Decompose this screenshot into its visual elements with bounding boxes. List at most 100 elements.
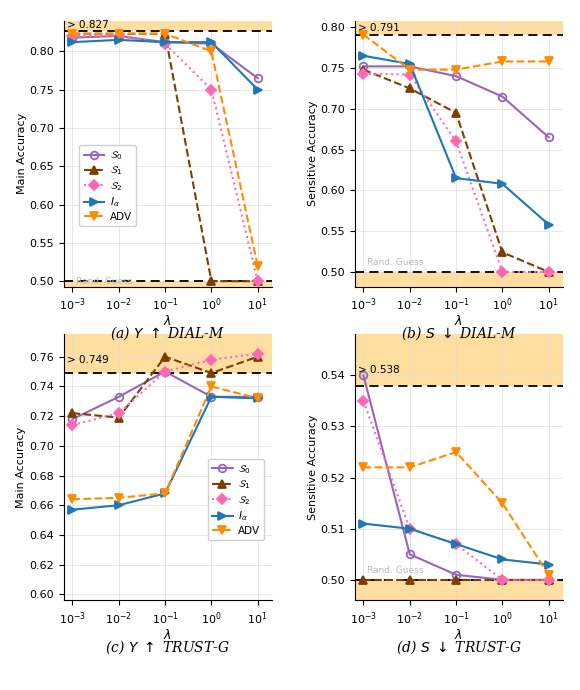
$\mathcal{S}_2$ [406, 524, 413, 533]
$\mathcal{S}_1$ [69, 409, 76, 417]
$\mathcal{S}_2$ [254, 277, 261, 286]
$\mathcal{S}_1$ [254, 353, 261, 361]
$\mathcal{S}_1$ [69, 30, 76, 38]
$\mathcal{S}_0$ [360, 371, 367, 380]
$\mathcal{S}_1$ [208, 369, 215, 377]
Line: ADV: ADV [68, 382, 262, 503]
Line: $I_\alpha$: $I_\alpha$ [360, 520, 553, 569]
Text: > 0.538: > 0.538 [358, 365, 400, 375]
Line: $I_\alpha$: $I_\alpha$ [68, 36, 262, 93]
$\mathcal{S}_2$ [545, 268, 552, 276]
$\mathcal{S}_2$ [360, 397, 367, 405]
Line: $\mathcal{S}_1$: $\mathcal{S}_1$ [360, 66, 553, 276]
$\mathcal{S}_0$ [360, 62, 367, 70]
$\mathcal{S}_1$ [162, 353, 169, 361]
$\mathcal{S}_1$ [162, 30, 169, 38]
$\mathcal{S}_2$ [208, 355, 215, 364]
$I_\alpha$ [499, 179, 506, 188]
ADV [406, 463, 413, 471]
Bar [355, 272, 563, 295]
$I_\alpha$ [254, 86, 261, 94]
Bar [355, 12, 563, 34]
X-axis label: $\lambda$: $\lambda$ [454, 628, 463, 642]
$\mathcal{S}_2$ [452, 540, 459, 548]
$I_\alpha$ [254, 394, 261, 402]
Line: ADV: ADV [360, 31, 553, 73]
$\mathcal{S}_0$ [452, 72, 459, 80]
ADV [360, 463, 367, 471]
$\mathcal{S}_1$ [115, 30, 122, 38]
$I_\alpha$ [208, 38, 215, 46]
$\mathcal{S}_0$ [406, 62, 413, 70]
ADV [499, 57, 506, 66]
$\mathcal{S}_1$ [452, 575, 459, 584]
$I_\alpha$ [69, 38, 76, 46]
Text: (d) $S$ $\downarrow$ TRUST-G: (d) $S$ $\downarrow$ TRUST-G [396, 638, 522, 656]
Line: $\mathcal{S}_1$: $\mathcal{S}_1$ [68, 353, 262, 422]
Bar [64, 13, 271, 30]
ADV [452, 448, 459, 456]
$I_\alpha$ [208, 393, 215, 401]
$I_\alpha$ [162, 38, 169, 46]
Text: > 0.827: > 0.827 [67, 20, 108, 30]
$I_\alpha$ [115, 501, 122, 509]
ADV [254, 262, 261, 270]
$\mathcal{S}_0$ [452, 571, 459, 579]
$I_\alpha$ [545, 560, 552, 569]
Y-axis label: Main Accuracy: Main Accuracy [16, 426, 27, 508]
$I_\alpha$ [162, 489, 169, 497]
Y-axis label: Sensitive Accuracy: Sensitive Accuracy [307, 415, 317, 520]
ADV [208, 382, 215, 391]
X-axis label: $\lambda$: $\lambda$ [164, 314, 172, 328]
X-axis label: $\lambda$: $\lambda$ [164, 628, 172, 642]
$I_\alpha$ [545, 220, 552, 228]
Line: $\mathcal{S}_2$: $\mathcal{S}_2$ [360, 397, 553, 584]
$I_\alpha$ [406, 60, 413, 68]
ADV [69, 495, 76, 504]
$\mathcal{S}_1$ [452, 109, 459, 117]
$I_\alpha$ [115, 36, 122, 44]
$I_\alpha$ [452, 540, 459, 548]
$\mathcal{S}_0$ [254, 393, 261, 401]
$\mathcal{S}_2$ [452, 137, 459, 146]
Bar [355, 284, 563, 386]
ADV [545, 571, 552, 579]
Line: $\mathcal{S}_0$: $\mathcal{S}_0$ [68, 368, 262, 423]
Legend: $\mathcal{S}_0$, $\mathcal{S}_1$, $\mathcal{S}_2$, $I_\alpha$, ADV: $\mathcal{S}_0$, $\mathcal{S}_1$, $\math… [79, 145, 136, 226]
$\mathcal{S}_2$ [115, 32, 122, 40]
$\mathcal{S}_0$ [69, 415, 76, 423]
Legend: $\mathcal{S}_0$, $\mathcal{S}_1$, $\mathcal{S}_2$, $I_\alpha$, ADV: $\mathcal{S}_0$, $\mathcal{S}_1$, $\math… [208, 459, 264, 540]
Line: $\mathcal{S}_0$: $\mathcal{S}_0$ [68, 32, 262, 82]
ADV [115, 493, 122, 502]
$\mathcal{S}_1$ [254, 277, 261, 286]
$\mathcal{S}_1$ [406, 575, 413, 584]
$I_\alpha$ [69, 506, 76, 514]
$\mathcal{S}_0$ [545, 575, 552, 584]
$\mathcal{S}_1$ [545, 268, 552, 276]
$\mathcal{S}_2$ [545, 575, 552, 584]
$\mathcal{S}_1$ [499, 575, 506, 584]
Text: Rand. Guess: Rand. Guess [367, 566, 423, 575]
$\mathcal{S}_1$ [115, 413, 122, 422]
$\mathcal{S}_1$ [360, 575, 367, 584]
Bar [64, 319, 271, 373]
$\mathcal{S}_0$ [162, 38, 169, 46]
ADV [360, 30, 367, 39]
ADV [499, 499, 506, 507]
ADV [162, 489, 169, 497]
Text: (b) $S$ $\downarrow$ DIAL-M: (b) $S$ $\downarrow$ DIAL-M [401, 324, 517, 342]
ADV [162, 30, 169, 38]
Bar [64, 282, 271, 294]
$I_\alpha$ [360, 520, 367, 528]
$\mathcal{S}_2$ [208, 86, 215, 94]
$\mathcal{S}_2$ [499, 268, 506, 276]
Line: $\mathcal{S}_1$: $\mathcal{S}_1$ [68, 30, 262, 285]
ADV [545, 57, 552, 66]
$\mathcal{S}_0$ [208, 393, 215, 401]
Bar [355, 580, 563, 651]
$\mathcal{S}_0$ [115, 393, 122, 401]
$\mathcal{S}_2$ [162, 367, 169, 375]
$\mathcal{S}_0$ [162, 367, 169, 375]
$I_\alpha$ [452, 174, 459, 182]
$\mathcal{S}_1$ [406, 84, 413, 92]
